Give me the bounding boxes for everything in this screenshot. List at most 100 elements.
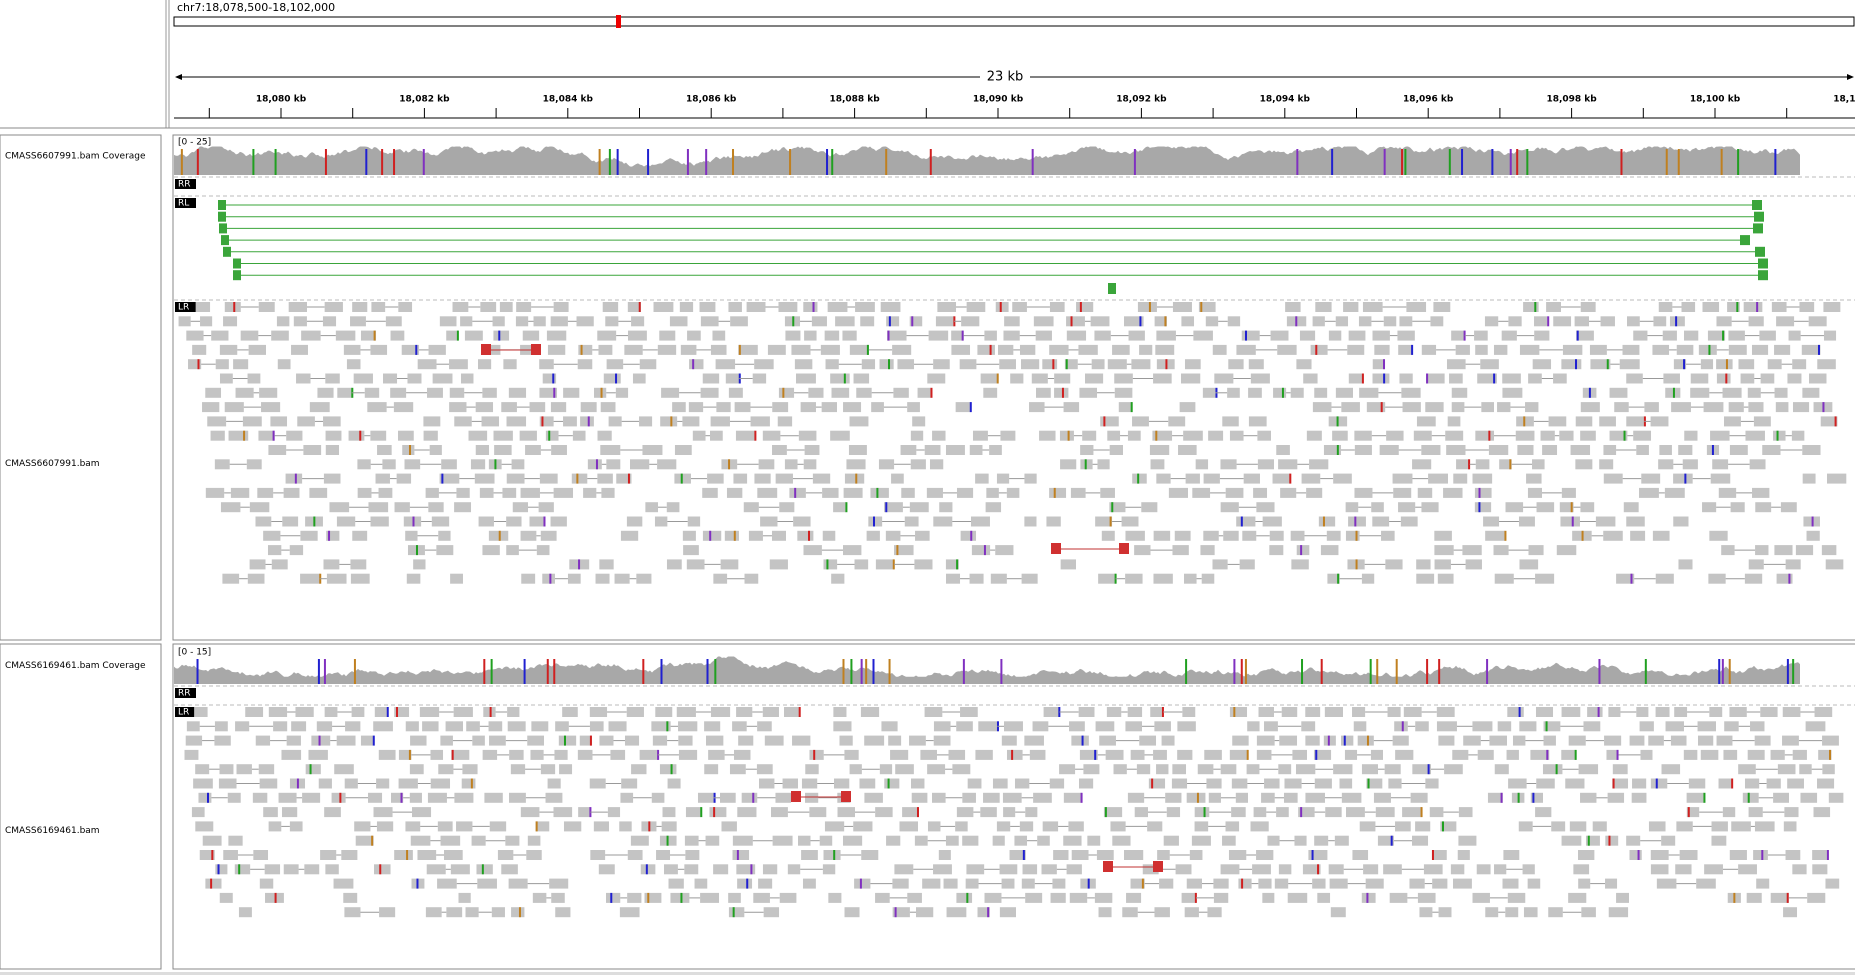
read [407,373,422,384]
read [937,302,957,312]
read [1250,821,1269,832]
read [215,864,228,875]
mismatch [638,302,641,312]
coverage-variant [1728,659,1731,684]
coverage-variant [1598,659,1601,684]
mismatch [396,707,399,717]
read [689,359,704,370]
group-tag-bg [175,688,196,698]
mismatch [627,473,630,484]
read [803,302,818,312]
read [1718,487,1737,498]
mismatch [885,502,888,513]
read [531,721,549,732]
read [329,502,350,513]
read [1043,707,1060,717]
mismatch [887,330,890,341]
read [1476,864,1491,875]
read [1592,821,1607,832]
read [729,764,746,775]
read [728,892,741,903]
mismatch [1361,373,1364,384]
read [985,502,1002,513]
read [892,878,909,889]
read [1095,516,1113,527]
read [1063,835,1082,846]
ideogram-marker [616,15,621,28]
group-tag-bg [175,302,196,312]
tracks: 18,080 kb 18,082 kb 18,084 kb 18,086 kb 18,0… [0,95,1855,975]
read [1296,359,1312,370]
read [1678,559,1693,570]
read [753,892,770,903]
read [1636,707,1649,717]
read [1410,792,1428,803]
read [875,892,890,903]
read [558,735,577,746]
read [1805,721,1826,732]
read [1076,302,1094,312]
mismatch [1826,850,1829,860]
read [1802,445,1821,455]
read [961,316,980,327]
read [738,344,758,355]
read [493,330,510,341]
read [608,416,622,427]
read [1335,316,1349,327]
read [1523,302,1539,312]
read [283,487,300,498]
ruler-tick-label: 18,100 kb [1690,95,1741,105]
read [1809,373,1827,384]
read [1465,559,1482,570]
read [494,445,512,455]
mismatch [518,907,521,918]
read [1009,850,1026,860]
read [1561,487,1576,498]
read [1626,516,1645,527]
read [720,559,739,570]
read [1626,416,1645,427]
read [1006,749,1023,760]
mismatch [1570,502,1573,513]
read [892,344,912,355]
read [397,430,414,441]
read [935,316,955,327]
read [345,721,361,732]
read [721,821,737,832]
read [724,530,739,541]
read [875,807,893,818]
read [411,807,432,818]
read [263,807,278,818]
read [1258,878,1272,889]
read [578,807,591,818]
read [1412,459,1432,470]
read [1029,749,1046,760]
read [547,344,566,355]
read [476,864,493,875]
read [460,316,473,327]
read [1049,344,1069,355]
read [686,559,705,570]
coverage-variant [1331,149,1334,175]
read [1681,302,1696,312]
read [527,735,544,746]
read [471,835,486,846]
read [205,387,222,398]
read [410,735,427,746]
read [997,344,1014,355]
read [1002,792,1022,803]
read [1032,721,1049,732]
read [597,330,617,341]
coverage-variant [789,149,792,175]
read [1560,516,1580,527]
read [912,416,926,427]
read [1740,235,1750,246]
read [440,735,453,746]
read [370,516,389,527]
mismatch [243,430,246,441]
read [945,559,959,570]
read [268,707,288,717]
read [539,387,558,398]
read [895,764,914,775]
ruler-tick-label: 18,098 kb [1546,95,1597,105]
